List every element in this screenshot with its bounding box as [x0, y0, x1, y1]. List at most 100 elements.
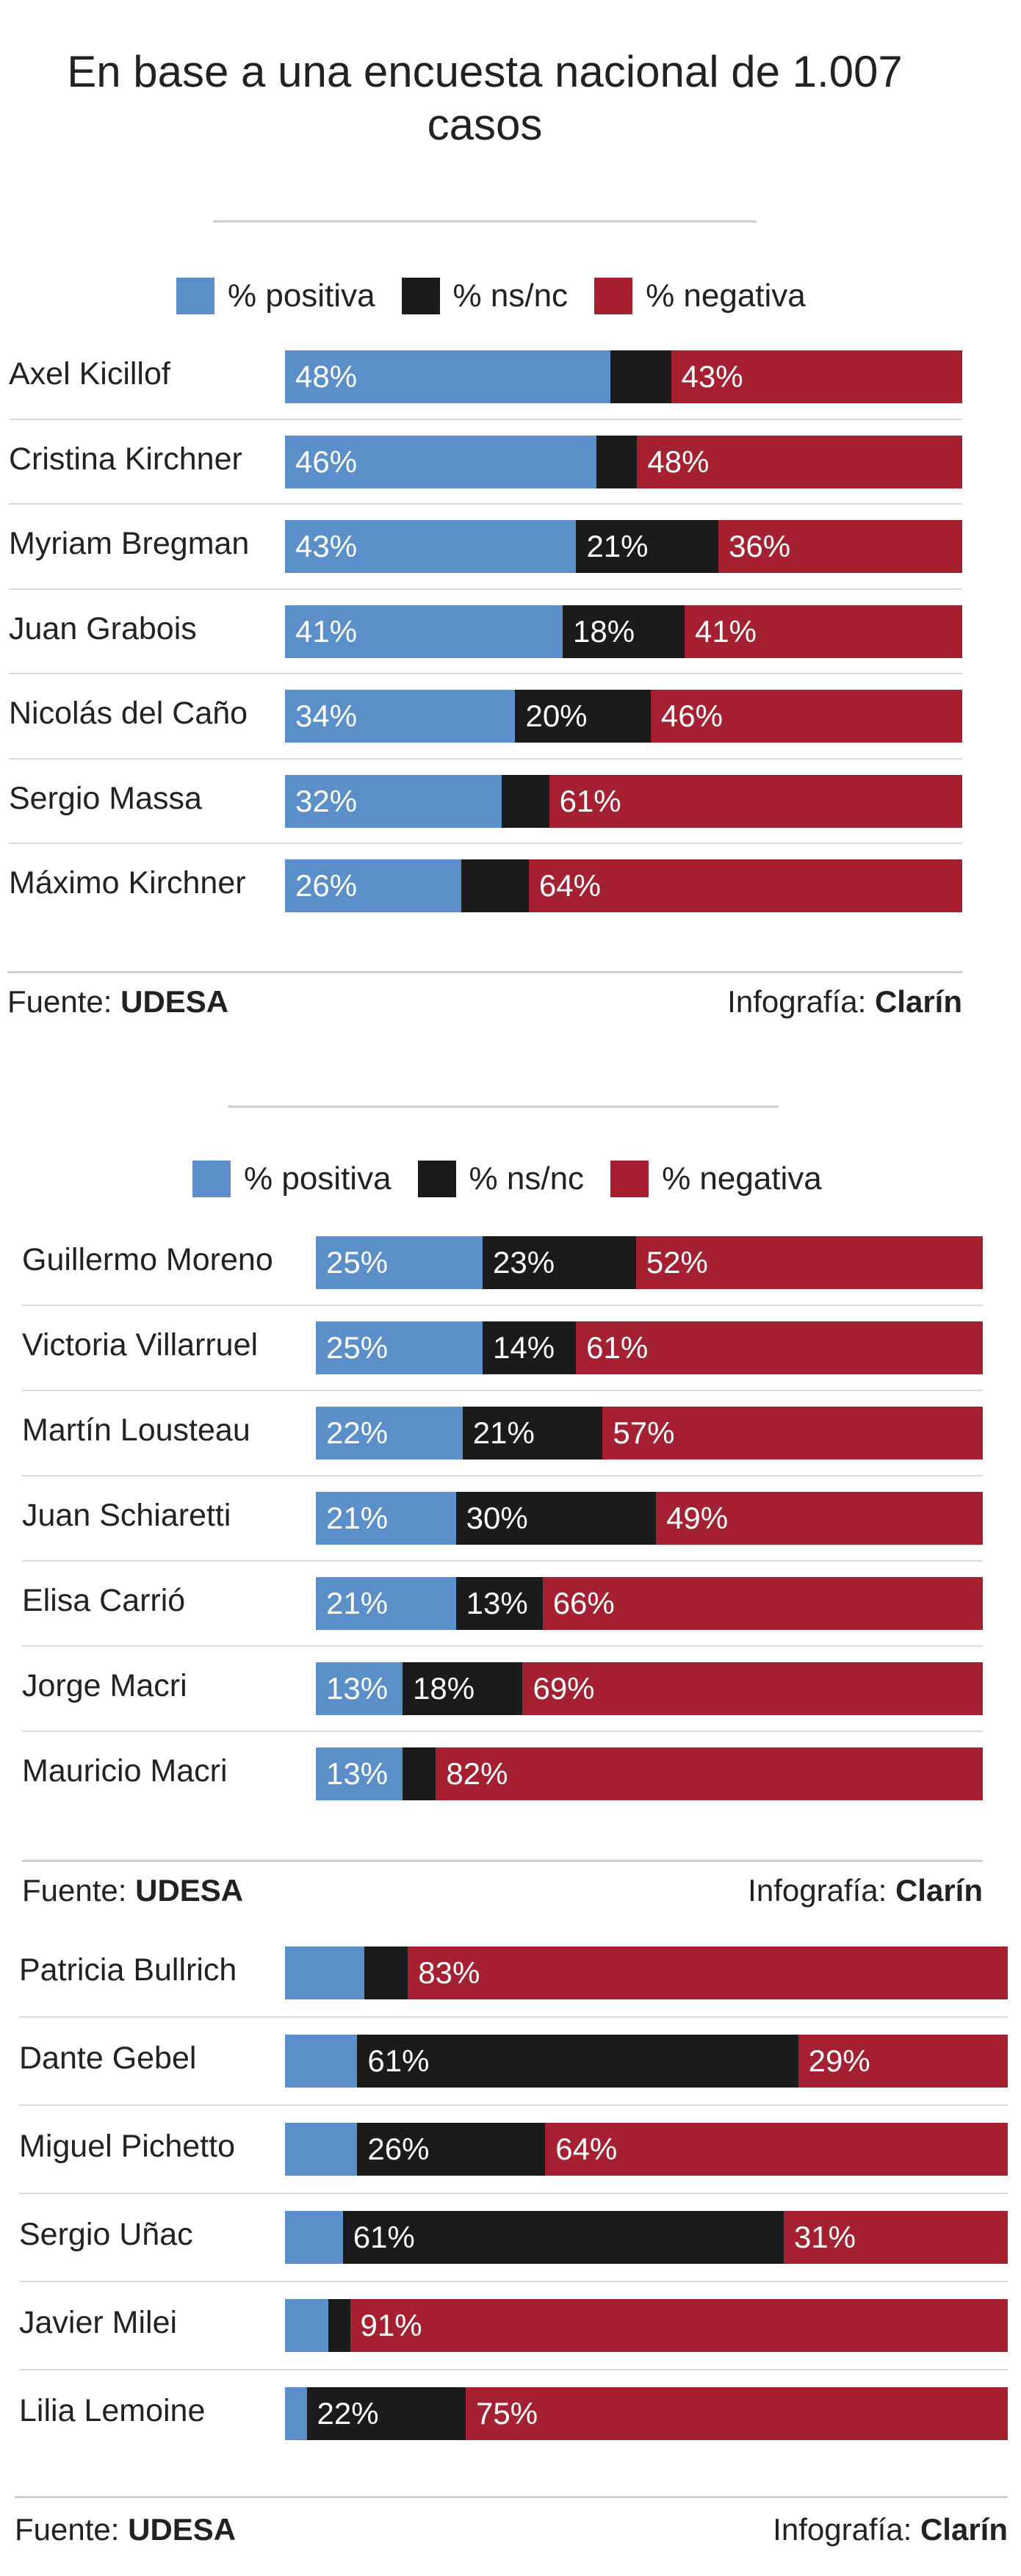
bar-segment-positiva: 46% [285, 435, 597, 488]
data-label: 48% [295, 359, 358, 394]
bar-segment-positiva: 22% [316, 1407, 463, 1460]
row-separator [22, 1645, 983, 1647]
category-label: Sergio Uñac [19, 2217, 193, 2252]
data-label: 21% [586, 529, 649, 563]
bar-segment-negativa: 69% [522, 1662, 983, 1715]
legend-item-negativa: % negativa [594, 278, 806, 314]
data-label: 21% [326, 1501, 389, 1535]
title-line-1: En base a una encuesta nacional de 1.007 [67, 47, 903, 96]
bar-row: 83% [285, 1947, 1008, 1999]
bar-segment-negativa: 75% [465, 2387, 1008, 2440]
data-label: 25% [326, 1330, 389, 1365]
data-label: 25% [326, 1245, 389, 1280]
category-label: Myriam Bregman [9, 526, 250, 561]
credit-label: Infografía: [748, 1873, 887, 1908]
chart-2-top-rule [228, 1105, 779, 1108]
source-name: UDESA [120, 984, 229, 1019]
bar-segment-negativa: 61% [549, 774, 962, 828]
data-label: 34% [295, 699, 358, 733]
bar-segment-positiva [285, 2387, 307, 2440]
bar-row: 25% 14% 61% [316, 1321, 983, 1374]
credit-label: Infografía: [727, 984, 867, 1019]
bar-segment-nsnc: 14% [483, 1321, 577, 1374]
data-label: 29% [808, 2043, 870, 2078]
bar-row: 26% 64% [285, 859, 962, 912]
bar-segment-negativa: 43% [671, 350, 962, 403]
bar-segment-positiva: 43% [285, 520, 577, 573]
bar-segment-nsnc: 22% [306, 2387, 466, 2440]
bar-segment-negativa: 83% [408, 1947, 1008, 1999]
bar-segment-positiva: 32% [285, 774, 502, 828]
category-label: Elisa Carrió [22, 1583, 186, 1618]
credit-note: Infografía: Clarín [727, 984, 962, 1020]
bar-segment-negativa: 41% [684, 605, 962, 658]
source-name: UDESA [128, 2512, 237, 2547]
bar-segment-nsnc: 26% [357, 2123, 546, 2176]
bar-row: 26% 64% [285, 2123, 1008, 2176]
bar-row: 25% 23% 52% [316, 1236, 983, 1289]
legend-swatch-negativa [594, 278, 633, 314]
legend-swatch-positiva [176, 278, 214, 314]
data-label: 21% [326, 1586, 389, 1620]
data-label: 61% [353, 2220, 415, 2254]
bar-row: 43% 21% 36% [285, 520, 962, 573]
bar-segment-positiva: 25% [316, 1321, 483, 1374]
row-separator [9, 503, 962, 505]
bar-segment-positiva: 21% [316, 1577, 456, 1630]
bar-row: 22% 21% 57% [316, 1407, 983, 1460]
legend-label-nsnc: % ns/nc [469, 1161, 585, 1197]
bar-row: 46% 48% [285, 435, 962, 488]
row-separator [9, 757, 962, 760]
category-label: Mauricio Macri [22, 1753, 228, 1789]
bar-segment-negativa: 52% [635, 1236, 983, 1289]
bar-row: 91% [285, 2299, 1008, 2352]
bar-segment-nsnc: 18% [403, 1662, 523, 1715]
legend-label-negativa: % negativa [646, 278, 806, 314]
bar-segment-nsnc: 13% [455, 1577, 543, 1630]
credit-name: Clarín [895, 1873, 983, 1908]
data-label: 61% [559, 783, 621, 818]
credit-note: Infografía: Clarín [748, 1873, 983, 1908]
bar-segment-nsnc: 20% [515, 690, 651, 743]
chart-title: En base a una encuesta nacional de 1.007… [0, 46, 970, 151]
data-label: 91% [360, 2308, 422, 2342]
row-separator [22, 1560, 983, 1562]
category-label: Jorge Macri [22, 1668, 187, 1703]
bar-segment-nsnc [328, 2299, 350, 2352]
row-separator [9, 418, 962, 420]
data-label: 26% [295, 868, 358, 903]
data-label: 66% [552, 1586, 615, 1620]
data-label: 64% [538, 868, 601, 903]
data-label: 18% [573, 613, 635, 649]
bar-segment-nsnc [364, 1947, 408, 1999]
bar-segment-nsnc: 18% [563, 605, 685, 658]
row-separator [19, 2369, 1008, 2370]
legend-swatch-positiva [192, 1161, 231, 1197]
legend-swatch-nsnc [417, 1161, 456, 1197]
row-separator [9, 588, 962, 590]
chart-1-footer-rule [7, 971, 962, 973]
category-label: Martín Lousteau [22, 1413, 250, 1448]
bar-segment-positiva [285, 2299, 329, 2352]
bar-segment-nsnc [502, 774, 549, 828]
bar-segment-nsnc: 30% [455, 1492, 657, 1545]
data-label: 69% [533, 1671, 595, 1706]
data-label: 82% [446, 1756, 508, 1791]
data-label: 46% [295, 444, 358, 479]
category-label: Patricia Bullrich [19, 1952, 237, 1988]
bar-row: 13% 18% 69% [316, 1662, 983, 1715]
bar-segment-negativa: 91% [350, 2299, 1008, 2352]
legend-item-nsnc: % ns/nc [401, 278, 568, 314]
bar-segment-positiva: 34% [285, 690, 516, 743]
row-separator [22, 1475, 983, 1476]
bar-segment-nsnc [596, 435, 638, 488]
bar-segment-nsnc [403, 1747, 436, 1800]
bar-row: 34% 20% 46% [285, 690, 962, 743]
bar-segment-negativa: 36% [718, 520, 962, 573]
data-label: 61% [586, 1330, 649, 1365]
bar-segment-nsnc: 61% [357, 2035, 798, 2088]
category-label: Miguel Pichetto [19, 2129, 235, 2164]
data-label: 22% [317, 2396, 379, 2431]
bar-segment-nsnc: 21% [462, 1407, 603, 1460]
data-label: 22% [326, 1415, 389, 1450]
